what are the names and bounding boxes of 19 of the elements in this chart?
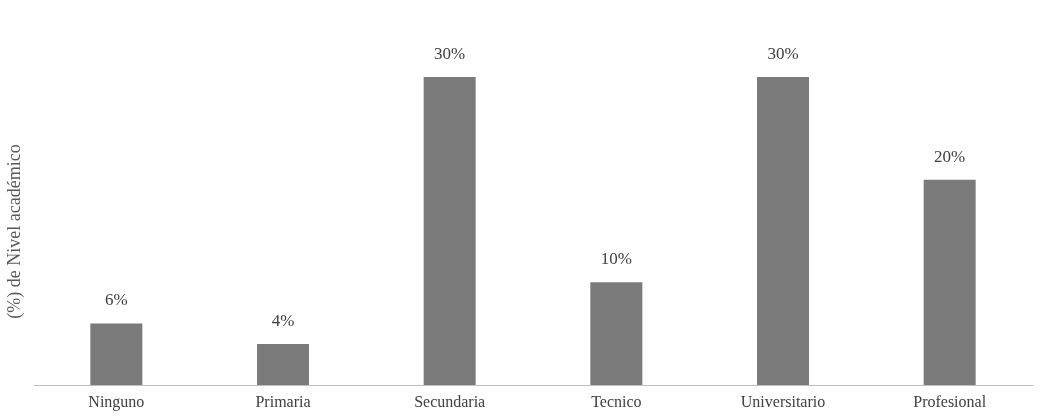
- data-label: 4%: [271, 310, 295, 330]
- data-label: 30%: [434, 44, 466, 63]
- bar: [923, 179, 976, 385]
- x-tick-label: Tecnico: [591, 392, 642, 410]
- x-tick-label: Primaria: [255, 392, 311, 410]
- bar: [757, 77, 809, 385]
- bar: [90, 323, 143, 385]
- bar: [590, 282, 643, 385]
- data-label: 20%: [934, 146, 966, 166]
- x-tick-label: Universitario: [740, 392, 826, 410]
- data-label: 10%: [600, 249, 632, 269]
- data-label: 30%: [767, 44, 799, 63]
- x-tick-label: Ninguno: [88, 392, 145, 411]
- y-axis-title: (%) de Nivel académico: [3, 144, 25, 319]
- x-tick-label: Profesional: [913, 392, 987, 410]
- x-tick-label: Secundaria: [414, 392, 486, 410]
- data-label: 6%: [105, 290, 128, 310]
- bar: [257, 343, 309, 385]
- bar: [423, 77, 476, 385]
